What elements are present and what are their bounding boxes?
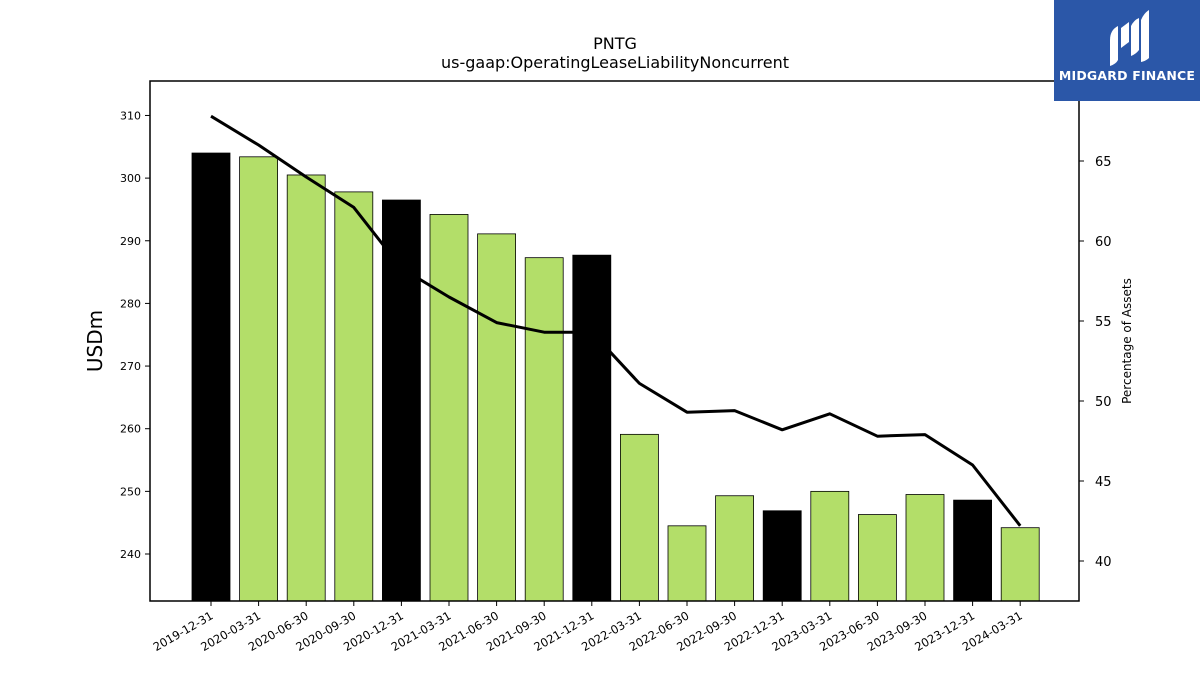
y-tick-label: 290 [120, 235, 141, 248]
y-tick-label: 280 [120, 297, 141, 310]
y-tick-label: 250 [120, 485, 141, 498]
y-tick-label: 310 [120, 109, 141, 122]
y-axis-left: 240 250 260 270 280 290 300 310 [120, 109, 150, 561]
y-tick-label: 240 [120, 548, 141, 561]
bar [334, 191, 374, 602]
bar [572, 254, 612, 602]
y2-tick-label: 55 [1095, 315, 1112, 330]
bar [715, 495, 754, 602]
bar [858, 514, 897, 602]
y2-tick-label: 50 [1095, 395, 1112, 410]
bar [953, 499, 992, 602]
chart-subtitle: us-gaap:OperatingLeaseLiabilityNoncurren… [441, 53, 789, 72]
bar [477, 233, 517, 602]
bar [762, 510, 802, 602]
y2-axis-label: Percentage of Assets [1120, 278, 1134, 404]
bar [429, 214, 469, 602]
brand-name: MIDGARD FINANCE [1058, 68, 1196, 83]
bar [810, 490, 850, 602]
y-tick-label: 260 [120, 423, 141, 436]
percentage-line [210, 114, 1022, 527]
brand-logo: MIDGARD FINANCE [1054, 0, 1200, 101]
bar [381, 199, 421, 602]
bar [191, 152, 231, 602]
y2-tick-label: 60 [1095, 235, 1112, 250]
chart-title: PNTG [593, 34, 637, 53]
x-axis: 2019-12-312020-03-312020-06-302020-09-30… [151, 601, 1025, 654]
bar [620, 433, 659, 602]
percentage-line-series [210, 114, 1022, 527]
bar [286, 174, 326, 602]
bar [1000, 527, 1040, 602]
y2-tick-label: 65 [1095, 155, 1112, 170]
bar [667, 525, 707, 602]
bar-series [191, 152, 1040, 602]
y2-tick-label: 45 [1095, 475, 1112, 490]
bar [905, 494, 945, 602]
y2-tick-label: 40 [1095, 555, 1112, 570]
y-tick-label: 300 [120, 172, 141, 185]
y-axis-right: 40 45 50 55 60 65 [1079, 155, 1112, 570]
midgard-logo-icon [1110, 10, 1149, 66]
y-tick-label: 270 [120, 360, 141, 373]
bar [239, 156, 279, 602]
bar [524, 257, 564, 602]
y-axis-label: USDm [83, 310, 107, 372]
plot-frame [149, 80, 1080, 602]
